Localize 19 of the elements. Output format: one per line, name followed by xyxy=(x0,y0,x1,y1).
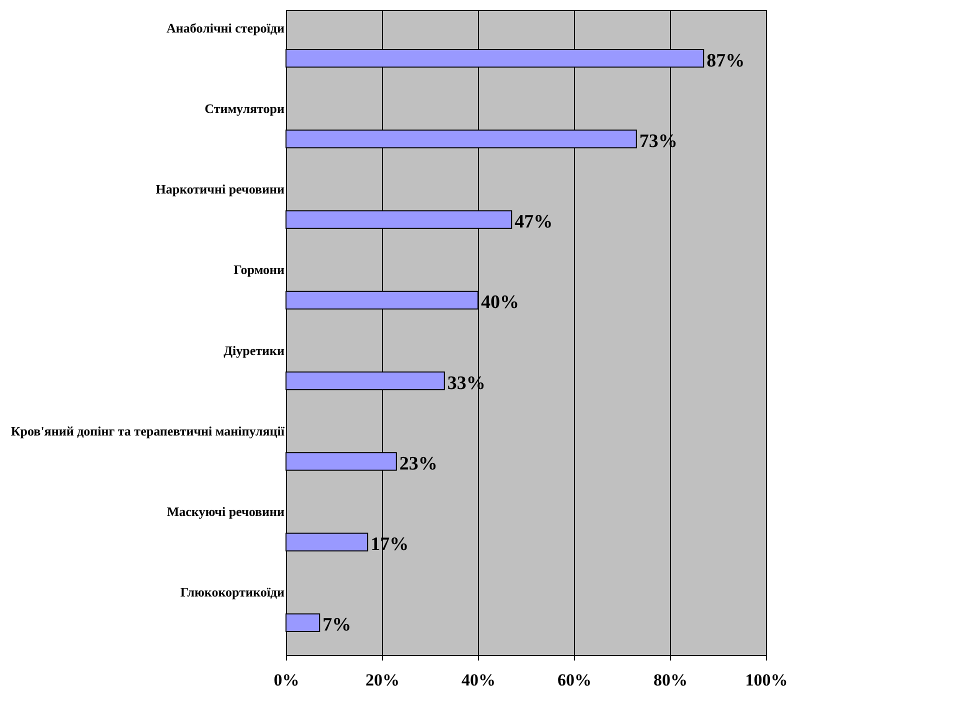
data-label: 23% xyxy=(399,453,438,474)
data-label: 47% xyxy=(514,212,553,233)
x-tick-label: 20% xyxy=(366,670,400,690)
data-label: 7% xyxy=(322,614,352,636)
data-label: 87% xyxy=(706,50,745,72)
data-label: 40% xyxy=(481,292,519,314)
x-tick-label: 100% xyxy=(745,670,788,690)
y-tick-label: Наркотичні речовини xyxy=(156,182,285,197)
x-tick-label: 0% xyxy=(274,670,300,690)
y-tick-label: Кров'яний допінг та терапевтичні маніпуляції xyxy=(10,423,285,438)
y-tick-label: Гормони xyxy=(234,262,286,278)
y-tick-label: Анаболічні стероїди xyxy=(166,20,285,36)
x-tick-label: 60% xyxy=(558,670,592,690)
y-tick-label: Діуретики xyxy=(224,342,285,358)
y-tick-label: Стимулятори xyxy=(204,100,286,116)
y-tick-label: Глюкокортикоїди xyxy=(180,584,285,600)
x-tick-label: 80% xyxy=(654,670,688,690)
x-tick-label: 40% xyxy=(462,670,496,690)
y-tick-label: Маскуючі речовини xyxy=(166,504,286,520)
